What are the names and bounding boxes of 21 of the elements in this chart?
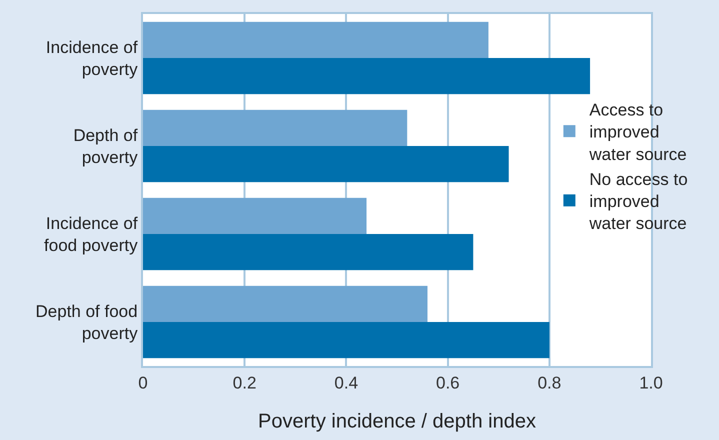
x-tick-label: 0.6 bbox=[436, 373, 460, 392]
bar bbox=[143, 286, 428, 322]
x-tick-label: 0.4 bbox=[334, 373, 358, 392]
y-tick-label: Incidence of poverty bbox=[46, 38, 138, 79]
bar bbox=[143, 110, 408, 146]
y-tick-label: Depth of food poverty bbox=[36, 302, 138, 343]
bar bbox=[143, 322, 550, 358]
bar bbox=[143, 198, 367, 234]
x-tick-label: 1.0 bbox=[639, 373, 663, 392]
y-tick-label: Incidence of food poverty bbox=[44, 214, 138, 255]
y-tick-label: Depth of poverty bbox=[73, 126, 138, 167]
legend-label: No access to improved water source bbox=[588, 170, 688, 234]
bar bbox=[143, 234, 474, 270]
x-axis-title: Poverty incidence / depth index bbox=[258, 410, 536, 432]
x-tick-label: 0.8 bbox=[538, 373, 562, 392]
legend-label: Access to improved water source bbox=[588, 100, 687, 164]
x-tick-label: 0 bbox=[138, 373, 148, 392]
bar bbox=[143, 22, 488, 58]
bar bbox=[143, 146, 509, 182]
bar bbox=[143, 58, 590, 94]
x-tick-label: 0.2 bbox=[232, 373, 256, 392]
